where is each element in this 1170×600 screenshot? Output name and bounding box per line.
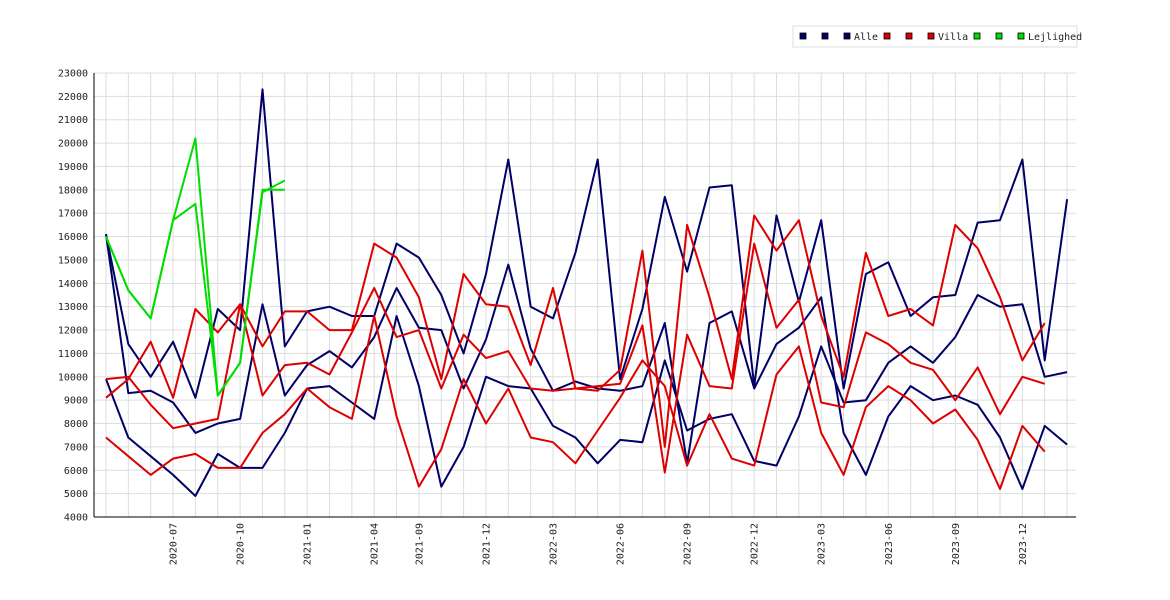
y-tick-label: 20000 [58,139,88,150]
series-line-5 [105,315,1046,490]
y-tick-label: 11000 [58,349,88,360]
y-tick-label: 19000 [58,162,88,173]
y-tick-label: 14000 [58,279,88,290]
y-tick-label: 9000 [64,396,88,407]
axis-layer: 4000 5000 6000 7000 8000 9000 10000 11000 12000 1… [58,69,1076,565]
y-tick-label: 12000 [58,326,88,337]
x-tick-label: 2021-12 [481,523,492,565]
y-tick-label: 7000 [64,442,88,453]
x-tick-label: 2023-03 [817,523,828,565]
series-line-0 [105,88,1069,399]
legend-swatch [973,32,981,40]
x-tick-label: 2023-12 [1018,523,1029,565]
x-tick-label: 2023-06 [884,523,895,565]
y-tick-label: 21000 [58,115,88,126]
y-tick-label: 18000 [58,185,88,196]
y-tick-label: 23000 [58,69,88,80]
x-tick-label: 2020-07 [169,523,180,565]
y-tick-label: 5000 [64,489,88,500]
y-tick-label: 10000 [58,372,88,383]
legend-swatch [1017,32,1025,40]
series-line-2 [105,294,1068,497]
y-tick-label: 8000 [64,419,88,430]
y-tick-label: 22000 [58,92,88,103]
x-tick-label: 2023-09 [951,523,962,565]
y-tick-label: 6000 [64,466,88,477]
x-tick-label: 2021-04 [370,523,381,565]
series-layer [105,88,1069,497]
legend-label: Alle [854,32,878,43]
legend: Alle Villa Lejlighed [792,25,1082,48]
y-tick-label: 15000 [58,255,88,266]
legend-swatch [905,32,913,40]
series-line-1 [105,234,1068,490]
legend-label: Villa [938,32,968,43]
x-tick-label: 2022-06 [616,523,627,565]
legend-box [792,25,1078,48]
y-tick-label: 17000 [58,209,88,220]
y-tick-label: 4000 [64,513,88,524]
legend-label: Lejlighed [1028,32,1082,43]
legend-swatch [883,32,891,40]
x-tick-label: 2022-12 [750,523,761,565]
legend-swatch [995,32,1003,40]
legend-swatch [799,32,807,40]
legend-swatch [821,32,829,40]
legend-swatch [843,32,851,40]
x-tick-label: 2021-09 [414,523,425,565]
legend-swatch [927,32,935,40]
y-tick-label: 13000 [58,302,88,313]
x-tick-label: 2022-09 [683,523,694,565]
series-line-4 [105,242,1045,474]
x-tick-label: 2022-03 [549,523,560,565]
y-tick-label: 16000 [58,232,88,243]
x-tick-label: 2021-01 [303,523,314,565]
x-tick-label: 2020-10 [236,523,247,565]
series-line-7 [105,188,285,397]
